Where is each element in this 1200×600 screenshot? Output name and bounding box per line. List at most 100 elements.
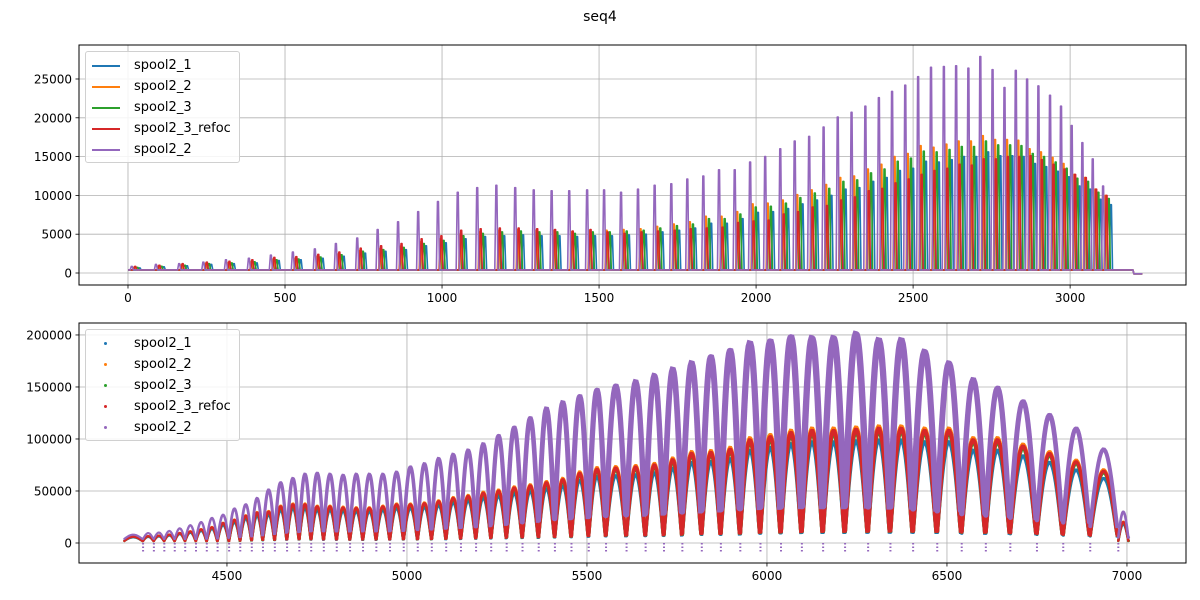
scatter-cycle-points bbox=[661, 366, 686, 515]
scatter-cycle-points bbox=[123, 535, 145, 543]
line-series-spool2-1 bbox=[127, 151, 1143, 275]
scatter-cycle-points bbox=[1034, 412, 1066, 523]
scatter-cycle-points bbox=[361, 472, 379, 533]
scatter-cycle-points bbox=[887, 336, 917, 510]
y-tick-label: 200000 bbox=[26, 328, 72, 342]
scatter-cycle-points bbox=[123, 533, 145, 540]
scatter-cycle-points bbox=[603, 383, 630, 518]
legend-entry: spool2_3 bbox=[92, 375, 231, 396]
scatter-cycle-points bbox=[163, 529, 176, 540]
scatter-cycle-points bbox=[819, 334, 849, 510]
scatter-cycle-points bbox=[429, 456, 449, 530]
scatter-cycle-points bbox=[934, 359, 965, 514]
x-tick-label: 3000 bbox=[1055, 291, 1086, 305]
legend-label: spool2_3 bbox=[134, 378, 192, 393]
y-tick-label: 25000 bbox=[34, 72, 72, 86]
scatter-cycle-points bbox=[152, 531, 166, 540]
legend-entry: spool2_3_refoc bbox=[92, 396, 231, 417]
scatter-cycle-points bbox=[910, 348, 941, 512]
scatter-cycle-points bbox=[444, 452, 463, 530]
scatter-cycle-points bbox=[309, 471, 326, 533]
scatter-cycle-points bbox=[777, 333, 806, 510]
scatter-cycle-points bbox=[757, 337, 785, 510]
legend-label: spool2_2 bbox=[134, 357, 192, 372]
legend-label: spool2_3_refoc bbox=[134, 399, 231, 414]
scatter-cycle-points bbox=[717, 347, 744, 512]
axes-frame bbox=[78, 44, 1187, 286]
scatter-cycle-points bbox=[261, 488, 277, 536]
legend-label: spool2_1 bbox=[134, 336, 192, 351]
x-tick-label: 2500 bbox=[898, 291, 929, 305]
x-tick-label: 500 bbox=[274, 291, 297, 305]
scatter-cycle-points bbox=[520, 415, 542, 523]
x-tick-label: 2000 bbox=[741, 291, 772, 305]
y-tick-label: 0 bbox=[64, 267, 72, 281]
scatter-series-spool2-2 bbox=[123, 330, 1131, 541]
top-legend: spool2_1 spool2_2 spool2_3 spool2_3_refo… bbox=[85, 51, 240, 163]
legend-entry: spool2_2 bbox=[92, 354, 231, 375]
x-tick-label: 1500 bbox=[584, 291, 615, 305]
legend-marker bbox=[92, 404, 120, 408]
scatter-cycle-points bbox=[623, 378, 649, 517]
top-axes: 0 500 1000 1500 2000 2500 3000 0 5000 10000 15000 2… bbox=[34, 44, 1187, 305]
scatter-cycle-points bbox=[864, 336, 894, 510]
scatter-cycle-points bbox=[273, 480, 289, 534]
legend-entry: spool2_3_refoc bbox=[92, 118, 231, 139]
x-tick-label: 6500 bbox=[932, 569, 963, 583]
scatter-cycle-points bbox=[958, 376, 989, 517]
scatter-cycle-points bbox=[841, 330, 872, 509]
legend-line-swatch bbox=[92, 106, 120, 109]
scatter-cycle-points bbox=[141, 535, 156, 543]
scatter-cycle-points bbox=[348, 472, 365, 533]
legend-line-swatch bbox=[92, 85, 120, 88]
scatter-cycle-points bbox=[1088, 447, 1121, 529]
scatter-cycle-points bbox=[489, 433, 509, 526]
x-tick-label: 5500 bbox=[572, 569, 603, 583]
x-tick-label: 7000 bbox=[1112, 569, 1143, 583]
legend-entry: spool2_2 bbox=[92, 76, 231, 97]
legend-label: spool2_3 bbox=[134, 100, 192, 115]
y-tick-label: 50000 bbox=[34, 484, 72, 498]
scatter-cycle-points bbox=[322, 472, 339, 533]
legend-label: spool2_3_refoc bbox=[134, 121, 231, 136]
scatter-cycle-points bbox=[173, 527, 187, 540]
scatter-cycle-points bbox=[586, 387, 609, 519]
scatter-cycle-points bbox=[1007, 398, 1040, 521]
x-tick-label: 0 bbox=[124, 291, 132, 305]
y-tick-label: 5000 bbox=[41, 228, 72, 242]
y-tick-label: 10000 bbox=[34, 189, 72, 203]
legend-line-swatch bbox=[92, 148, 120, 151]
scatter-cycle-points bbox=[474, 442, 494, 528]
legend-entry: spool2_1 bbox=[92, 55, 231, 76]
scatter-cycle-points bbox=[152, 534, 166, 543]
legend-marker bbox=[92, 383, 120, 387]
y-tick-label: 100000 bbox=[26, 432, 72, 446]
scatter-cycle-points bbox=[141, 532, 155, 540]
scatter-cycle-points bbox=[238, 503, 254, 538]
scatter-cycle-points bbox=[388, 470, 406, 533]
scatter-cycle-points bbox=[227, 507, 242, 539]
line-series-spool2-2 bbox=[127, 55, 1143, 275]
scatter-cycle-points bbox=[335, 473, 352, 533]
scatter-cycle-points bbox=[415, 462, 434, 531]
legend-marker bbox=[92, 425, 120, 429]
figure-title: seq4 bbox=[583, 9, 617, 25]
scatter-cycle-points bbox=[297, 472, 313, 533]
legend-line-swatch bbox=[92, 64, 120, 67]
legend-marker bbox=[92, 362, 120, 366]
scatter-cycle-points bbox=[642, 372, 667, 516]
x-tick-label: 1000 bbox=[427, 291, 458, 305]
scatter-cycle-points bbox=[1116, 510, 1131, 539]
y-tick-label: 150000 bbox=[26, 380, 72, 394]
bottom-legend: spool2_1 spool2_2 spool2_3 spool2_3_refo… bbox=[85, 329, 240, 441]
legend-entry: spool2_1 bbox=[92, 333, 231, 354]
legend-line-swatch bbox=[92, 127, 120, 130]
scatter-cycle-points bbox=[401, 465, 420, 532]
scatter-cycle-points bbox=[552, 399, 574, 521]
scatter-cycle-points bbox=[504, 425, 525, 525]
scatter-cycle-points bbox=[1061, 426, 1093, 525]
scatter-cycle-points bbox=[568, 393, 592, 520]
bottom-axes: 4500 5000 5500 6000 6500 7000 0 50000 100000 1500… bbox=[26, 322, 1187, 583]
legend-label: spool2_2 bbox=[134, 420, 192, 435]
